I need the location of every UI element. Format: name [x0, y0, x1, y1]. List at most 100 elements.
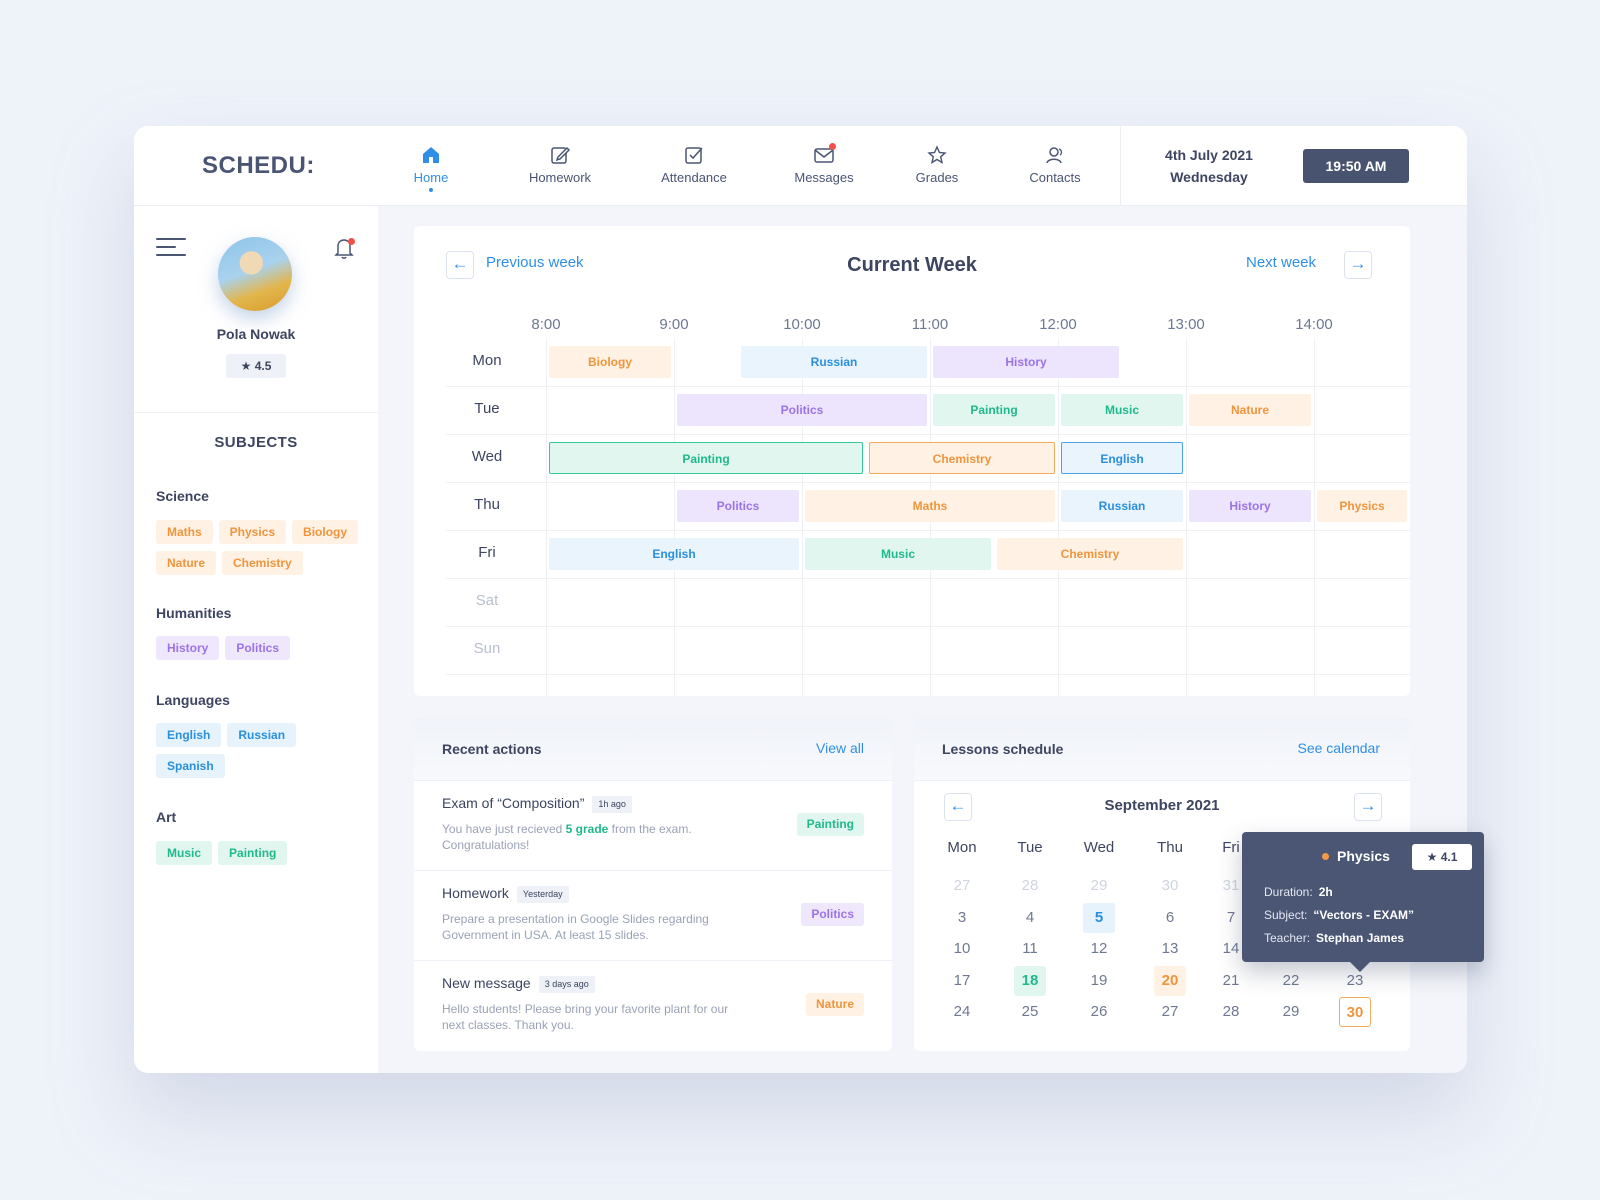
subject-chip-painting[interactable]: Painting — [218, 841, 288, 865]
subject-chip-music[interactable]: Music — [156, 841, 213, 865]
next-week-button[interactable]: → — [1344, 251, 1372, 279]
calendar-day[interactable]: 3 — [957, 908, 967, 926]
see-calendar-link[interactable]: See calendar — [1297, 740, 1380, 756]
view-all-link[interactable]: View all — [816, 740, 864, 756]
subject-chip-physics[interactable]: Physics — [218, 520, 287, 544]
lesson-block[interactable]: Music — [1061, 394, 1183, 426]
calendar-day[interactable]: 25 — [1021, 1003, 1039, 1020]
avatar[interactable] — [218, 237, 292, 311]
nav-grades[interactable]: Grades — [906, 144, 968, 185]
action-tag: Painting — [796, 813, 864, 836]
lesson-block[interactable]: Politics — [677, 490, 799, 522]
tooltip-duration: Duration: 2h — [1264, 885, 1333, 899]
lesson-block[interactable]: Russian — [741, 346, 927, 378]
subject-chip-english[interactable]: English — [156, 723, 222, 747]
lesson-block[interactable]: Biology — [549, 346, 671, 378]
recent-actions-card: Recent actions View all Exam of “Composi… — [414, 717, 892, 1051]
calendar-day[interactable]: 28 — [1222, 1003, 1240, 1020]
nav-messages[interactable]: Messages — [782, 143, 866, 185]
calendar-day[interactable]: 30 — [1161, 877, 1179, 894]
list-item[interactable]: Homework Yesterday Prepare a presentation… — [414, 871, 892, 961]
action-tag: Politics — [801, 903, 864, 926]
lesson-block[interactable]: Maths — [805, 490, 1055, 522]
grid-line — [546, 338, 547, 696]
lesson-block[interactable]: Painting — [549, 442, 863, 474]
subject-chip-history[interactable]: History — [156, 636, 220, 660]
calendar-day[interactable]: 20 — [1154, 965, 1186, 996]
subject-chip-chemistry[interactable]: Chemistry — [222, 551, 303, 575]
time-button[interactable]: 19:50 AM — [1303, 149, 1409, 183]
menu-icon[interactable] — [156, 238, 186, 258]
calendar-day[interactable]: 26 — [1090, 1003, 1108, 1020]
subject-chip-biology[interactable]: Biology — [292, 520, 359, 544]
calendar-day[interactable]: 11 — [1022, 940, 1038, 957]
calendar-day[interactable]: 21 — [1222, 971, 1240, 989]
calendar-day[interactable]: 17 — [953, 971, 971, 989]
nav-attendance[interactable]: Attendance — [642, 144, 746, 185]
lesson-block[interactable]: English — [549, 538, 799, 570]
time-label: 14:00 — [1295, 316, 1333, 333]
tooltip-rating: ★ 4.1 — [1412, 844, 1472, 870]
subject-chip-maths[interactable]: Maths — [156, 520, 213, 544]
previous-week-link[interactable]: Previous week — [486, 254, 584, 271]
tooltip-teacher: Teacher: Stephan James — [1264, 931, 1405, 945]
weekday-header: Thu — [1157, 839, 1183, 856]
calendar-day[interactable]: 28 — [1021, 877, 1039, 894]
subject-chip-spanish[interactable]: Spanish — [156, 754, 225, 778]
calendar-day[interactable]: 23 — [1346, 971, 1364, 989]
edit-icon — [551, 146, 571, 164]
lesson-block[interactable]: Painting — [933, 394, 1055, 426]
calendar-day[interactable]: 14 — [1222, 940, 1240, 957]
lesson-block[interactable]: Russian — [1061, 490, 1183, 522]
home-icon — [423, 147, 439, 163]
user-rating: ★ 4.5 — [226, 354, 286, 378]
calendar-day[interactable]: 6 — [1165, 908, 1175, 926]
calendar-day[interactable]: 5 — [1083, 902, 1115, 933]
subjects-title: SUBJECTS — [214, 434, 298, 451]
calendar-day[interactable]: 4 — [1025, 908, 1035, 926]
calendar-day[interactable]: 10 — [953, 940, 971, 957]
next-month-button[interactable]: → — [1354, 793, 1382, 821]
nav-contacts[interactable]: Contacts — [1014, 144, 1096, 185]
subject-chip-politics[interactable]: Politics — [225, 636, 291, 660]
calendar-day[interactable]: 24 — [953, 1003, 971, 1020]
nav-homework[interactable]: Homework — [512, 144, 608, 185]
calendar-day[interactable]: 12 — [1090, 940, 1108, 957]
lesson-block[interactable]: History — [933, 346, 1119, 378]
time-label: 10:00 — [783, 316, 821, 333]
lesson-block[interactable]: Chemistry — [997, 538, 1183, 570]
chips-humanities: History Politics — [156, 636, 376, 667]
calendar-day[interactable]: 31 — [1222, 877, 1240, 894]
lesson-block[interactable]: Nature — [1189, 394, 1311, 426]
calendar-day[interactable]: 29 — [1090, 877, 1108, 894]
calendar-day[interactable]: 18 — [1014, 965, 1046, 996]
next-week-link[interactable]: Next week — [1246, 254, 1317, 271]
lesson-block[interactable]: English — [1061, 442, 1183, 474]
list-item[interactable]: New message 3 days ago Hello students! Pl… — [414, 961, 892, 1051]
calendar-day[interactable]: 13 — [1161, 940, 1179, 957]
previous-month-button[interactable]: ← — [944, 793, 972, 821]
calendar-day[interactable]: 27 — [1161, 1003, 1179, 1020]
recent-actions-header: Recent actions View all — [414, 717, 892, 781]
lesson-block[interactable]: Physics — [1317, 490, 1407, 522]
list-item[interactable]: Exam of “Composition” 1h ago You have jus… — [414, 781, 892, 871]
calendar-day[interactable]: 27 — [953, 877, 971, 894]
calendar-day[interactable]: 30 — [1339, 997, 1371, 1027]
lesson-block[interactable]: History — [1189, 490, 1311, 522]
subject-chip-russian[interactable]: Russian — [227, 723, 297, 747]
calendar-day[interactable]: 22 — [1282, 971, 1300, 989]
bell-icon[interactable] — [333, 236, 355, 260]
previous-week-button[interactable]: ← — [446, 251, 474, 279]
lesson-block[interactable]: Chemistry — [869, 442, 1055, 474]
calendar-day[interactable]: 19 — [1090, 971, 1108, 989]
action-tag: Nature — [805, 993, 864, 1016]
group-title-art: Art — [156, 809, 177, 825]
tooltip-subject: Physics — [1337, 848, 1390, 864]
nav-home[interactable]: Home — [406, 144, 456, 192]
tooltip-subject-detail: Subject: “Vectors - EXAM” — [1264, 908, 1415, 922]
lesson-block[interactable]: Music — [805, 538, 991, 570]
lesson-block[interactable]: Politics — [677, 394, 927, 426]
calendar-day[interactable]: 29 — [1282, 1003, 1300, 1020]
calendar-day[interactable]: 7 — [1226, 908, 1236, 926]
subject-chip-nature[interactable]: Nature — [156, 551, 217, 575]
